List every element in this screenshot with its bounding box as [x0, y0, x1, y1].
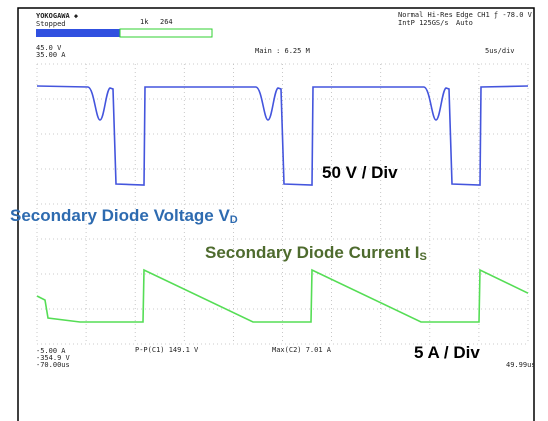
voltage-trace [36, 85, 529, 186]
ch1-top: 45.0 V [36, 44, 62, 52]
trigger-mode: Auto [456, 19, 473, 27]
status: Stopped [36, 20, 66, 28]
current-label-text: Secondary Diode Current I [205, 243, 419, 262]
trigger: Edge CH1 ƒ -78.0 V [456, 11, 533, 19]
voltage-label-text: Secondary Diode Voltage V [10, 206, 230, 225]
ch1-box [36, 29, 120, 37]
ch2-box [119, 28, 213, 38]
current-label: Secondary Diode Current IS [205, 243, 427, 263]
ch2-bottom: -5.00 A [36, 347, 66, 355]
measure-2: Max(C2) 7.01 A [272, 346, 332, 354]
measure-1: P-P(C1) 149.1 V [135, 346, 199, 354]
timebase: 5us/div [485, 47, 515, 55]
ch1-bottom: -354.9 V [36, 354, 71, 362]
sample-rate: IntP 125GS/s [398, 19, 449, 27]
record: 264 [160, 18, 173, 26]
voltage-scale: 50 V / Div [322, 163, 398, 182]
current-label-sub: S [419, 251, 426, 263]
time-start: -70.00us [36, 361, 70, 369]
graticule [36, 63, 529, 345]
brand: YOKOGAWA ◆ [36, 12, 79, 20]
current-scale: 5 A / Div [414, 343, 480, 362]
acq-mode: Normal Hi-Res [398, 11, 453, 19]
voltage-label-sub: D [230, 214, 238, 226]
main: Main : 6.25 M [255, 47, 310, 55]
time-end: 49.99us [506, 361, 536, 369]
ch2-top: 35.00 A [36, 51, 66, 59]
current-trace [36, 268, 529, 323]
record-marker: 1k [140, 18, 149, 26]
frame [17, 7, 535, 421]
voltage-label: Secondary Diode Voltage VD [10, 206, 238, 226]
